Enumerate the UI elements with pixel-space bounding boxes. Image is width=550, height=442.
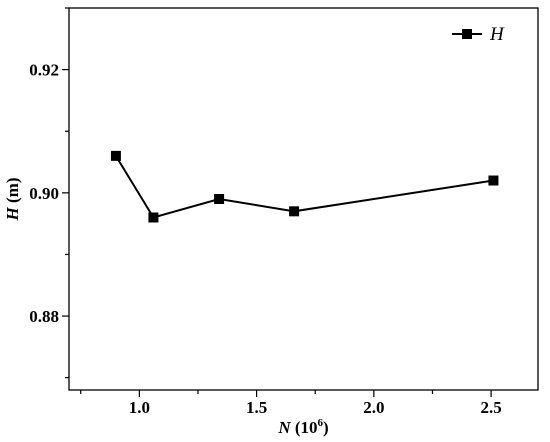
y-tick-label: 0.88 xyxy=(29,307,59,326)
x-axis-symbol: N xyxy=(277,418,291,437)
x-tick-label: 2.5 xyxy=(480,398,501,417)
x-axis-unit-exponent: 6 xyxy=(318,417,324,429)
y-axis-unit: (m) xyxy=(3,178,22,208)
data-point-marker xyxy=(110,150,121,161)
x-tick-label: 1.0 xyxy=(129,398,150,417)
series-line xyxy=(115,155,494,219)
data-point-marker xyxy=(488,175,499,186)
legend: H xyxy=(452,24,505,45)
legend-marker xyxy=(462,29,472,39)
plot-frame xyxy=(68,7,539,391)
x-axis-unit-suffix: ) xyxy=(323,418,329,437)
y-axis-title: H (m) xyxy=(3,178,22,222)
data-point-marker xyxy=(148,212,159,223)
y-axis-symbol: H xyxy=(3,206,22,221)
data-point-marker xyxy=(214,194,225,204)
series-group xyxy=(110,150,499,223)
x-tick-label: 2.0 xyxy=(363,398,384,417)
y-tick-label: 0.92 xyxy=(29,61,59,80)
ticks-group: 1.0 1.5 2.0 2.5 0.88 0.90 0.92 xyxy=(29,7,502,417)
y-tick-label: 0.90 xyxy=(29,184,59,203)
x-axis-unit-prefix: (10 xyxy=(291,418,318,437)
data-point-marker xyxy=(289,206,300,217)
legend-label: H xyxy=(489,24,505,45)
x-tick-label: 1.5 xyxy=(246,398,267,417)
x-axis-title: N (106) xyxy=(277,417,328,437)
plot-frame-group xyxy=(68,7,539,391)
